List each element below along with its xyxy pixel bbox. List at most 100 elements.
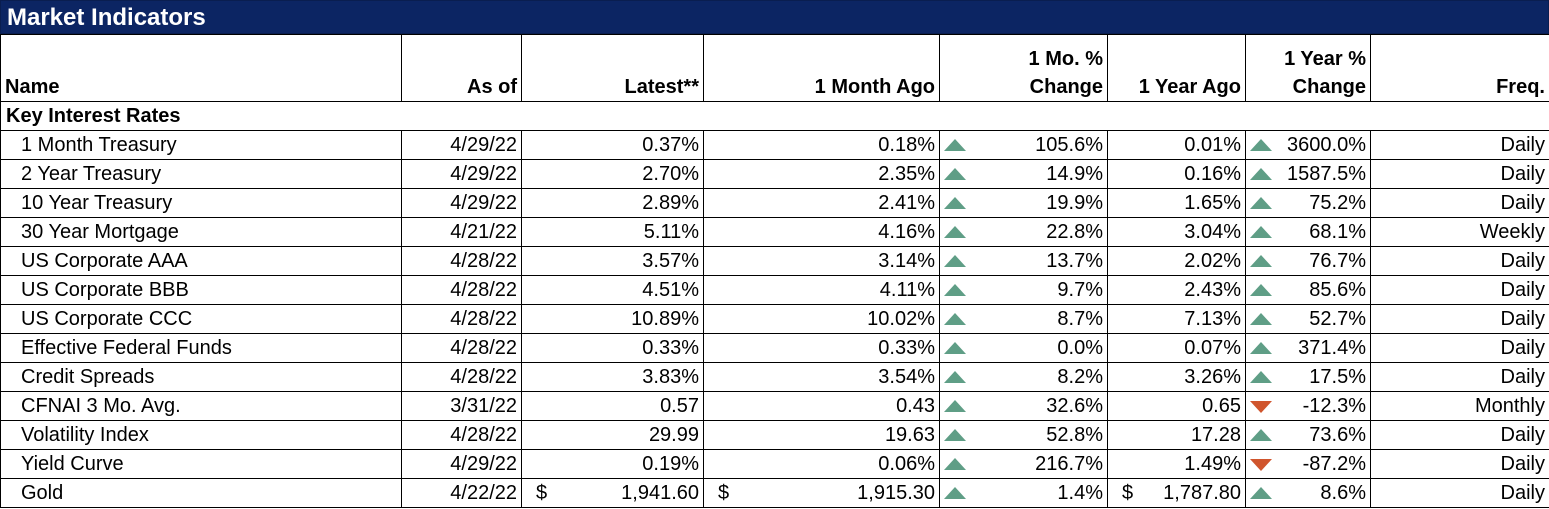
table-row: Volatility Index 4/28/22 29.99 19.63 52.8% 17… [0, 420, 1549, 450]
table-row: 1 Month Treasury 4/29/22 0.37% 0.18% 105.6% 0… [0, 130, 1549, 160]
table-row: Credit Spreads 4/28/22 3.83% 3.54% 8.2% 3.26%… [0, 362, 1549, 392]
month-change: 32.6% [939, 391, 1108, 421]
year-change-value: 17.5% [1309, 366, 1366, 388]
month-change-value: 105.6% [1035, 134, 1103, 156]
up-triangle-icon [1250, 226, 1272, 238]
month-ago-value: 0.06% [703, 449, 940, 479]
section-row: Key Interest Rates [0, 101, 1549, 131]
up-triangle-icon [944, 400, 966, 412]
up-triangle-icon [1250, 487, 1272, 499]
as-of-date: 4/28/22 [401, 333, 522, 363]
month-ago-value: 0.43 [703, 391, 940, 421]
col-header-mo-change-line2: Change [1029, 76, 1103, 98]
month-ago-value: 0.33% [703, 333, 940, 363]
month-change: 14.9% [939, 159, 1108, 189]
section-label: Key Interest Rates [0, 101, 1549, 131]
table-row: US Corporate AAA 4/28/22 3.57% 3.14% 13.7% 2.… [0, 246, 1549, 276]
year-ago-value: 7.13% [1107, 304, 1246, 334]
indicator-name: Volatility Index [0, 420, 402, 450]
as-of-date: 4/28/22 [401, 420, 522, 450]
table-row: 2 Year Treasury 4/29/22 2.70% 2.35% 14.9% 0.1… [0, 159, 1549, 189]
year-change-value: 371.4% [1298, 337, 1366, 359]
month-change-value: 19.9% [1046, 192, 1103, 214]
up-triangle-icon [944, 313, 966, 325]
month-change-value: 14.9% [1046, 163, 1103, 185]
up-triangle-icon [944, 139, 966, 151]
year-change-value: 75.2% [1309, 192, 1366, 214]
latest-value: 3.57% [521, 246, 704, 276]
col-header-yr-change-line1: 1 Year % [1284, 48, 1366, 70]
as-of-date: 4/22/22 [401, 478, 522, 508]
col-header-as-of: As of [401, 34, 522, 102]
indicator-name: 10 Year Treasury [0, 188, 402, 218]
year-change: 73.6% [1245, 420, 1371, 450]
currency-symbol: $ [1122, 482, 1134, 504]
month-ago-value: 19.63 [703, 420, 940, 450]
indicator-name: US Corporate BBB [0, 275, 402, 305]
year-change-value: 8.6% [1320, 482, 1366, 504]
as-of-date: 3/31/22 [401, 391, 522, 421]
up-triangle-icon [944, 458, 966, 470]
up-triangle-icon [1250, 429, 1272, 441]
col-header-mo-change-line1: 1 Mo. % [1028, 48, 1103, 70]
latest-value-value: 1,941.60 [621, 482, 699, 504]
month-ago-value: 4.11% [703, 275, 940, 305]
month-change: 216.7% [939, 449, 1108, 479]
frequency: Daily [1370, 159, 1549, 189]
year-change: 3600.0% [1245, 130, 1371, 160]
year-ago-value: 3.04% [1107, 217, 1246, 247]
frequency: Daily [1370, 275, 1549, 305]
up-triangle-icon [944, 226, 966, 238]
currency-symbol: $ [536, 482, 548, 504]
as-of-date: 4/28/22 [401, 362, 522, 392]
month-ago-value: 3.54% [703, 362, 940, 392]
header-row: Name As of Latest** 1 Month Ago 1 Mo. % C… [0, 34, 1549, 102]
month-change: 52.8% [939, 420, 1108, 450]
year-change: 371.4% [1245, 333, 1371, 363]
up-triangle-icon [944, 197, 966, 209]
month-change-value: 216.7% [1035, 453, 1103, 475]
down-triangle-icon [1250, 459, 1272, 471]
col-header-yr-change: 1 Year % Change [1245, 34, 1371, 102]
frequency: Monthly [1370, 391, 1549, 421]
as-of-date: 4/29/22 [401, 130, 522, 160]
up-triangle-icon [944, 342, 966, 354]
month-change: 8.2% [939, 362, 1108, 392]
frequency: Daily [1370, 188, 1549, 218]
year-change: -87.2% [1245, 449, 1371, 479]
month-ago-value: 0.18% [703, 130, 940, 160]
down-triangle-icon [1250, 401, 1272, 413]
latest-value: 0.57 [521, 391, 704, 421]
latest-value: 2.70% [521, 159, 704, 189]
month-change: 22.8% [939, 217, 1108, 247]
indicator-name: US Corporate CCC [0, 304, 402, 334]
latest-value: 29.99 [521, 420, 704, 450]
month-change: 13.7% [939, 246, 1108, 276]
month-change-value: 52.8% [1046, 424, 1103, 446]
frequency: Daily [1370, 449, 1549, 479]
year-ago-value: 0.01% [1107, 130, 1246, 160]
year-change-value: 76.7% [1309, 250, 1366, 272]
year-change: 8.6% [1245, 478, 1371, 508]
month-change-value: 8.2% [1057, 366, 1103, 388]
month-change: 9.7% [939, 275, 1108, 305]
year-change-value: -87.2% [1302, 453, 1366, 475]
frequency: Daily [1370, 246, 1549, 276]
year-change-value: -12.3% [1302, 395, 1366, 417]
year-change-value: 1587.5% [1287, 163, 1366, 185]
year-ago-value: 3.26% [1107, 362, 1246, 392]
frequency: Daily [1370, 333, 1549, 363]
table-row: 10 Year Treasury 4/29/22 2.89% 2.41% 19.9% 1.… [0, 188, 1549, 218]
year-change-value: 73.6% [1309, 424, 1366, 446]
month-change: 1.4% [939, 478, 1108, 508]
as-of-date: 4/29/22 [401, 188, 522, 218]
year-ago-value: 0.65 [1107, 391, 1246, 421]
up-triangle-icon [944, 284, 966, 296]
year-ago-value-value: 1,787.80 [1163, 482, 1241, 504]
month-change-value: 1.4% [1057, 482, 1103, 504]
month-ago-value: $1,915.30 [703, 478, 940, 508]
month-change: 19.9% [939, 188, 1108, 218]
indicator-name: Gold [0, 478, 402, 508]
up-triangle-icon [944, 168, 966, 180]
month-ago-value: 4.16% [703, 217, 940, 247]
